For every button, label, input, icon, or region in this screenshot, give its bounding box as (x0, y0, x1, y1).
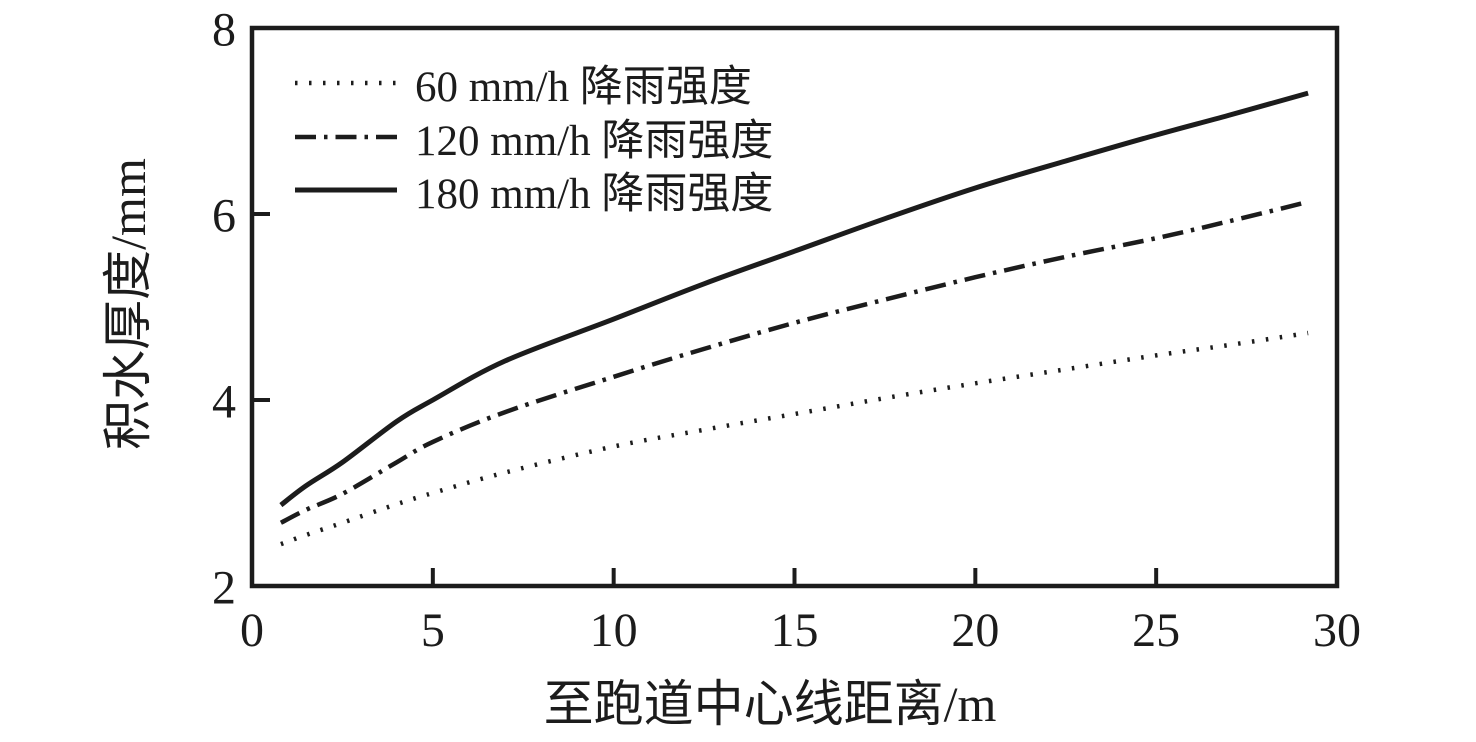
x-tick-label: 30 (1313, 604, 1361, 657)
x-tick-label: 20 (951, 604, 999, 657)
legend-label-180mmh: 180 mm/h 降雨强度 (415, 171, 774, 218)
x-tick-label: 0 (240, 604, 264, 657)
y-tick-label: 8 (212, 3, 236, 56)
y-axis-label: 积水厚度/mm (100, 158, 156, 450)
series-line-dashdot (279, 199, 1309, 525)
x-axis-label: 至跑道中心线距离/m (543, 676, 997, 732)
legend-label-60mmh: 60 mm/h 降雨强度 (415, 64, 752, 111)
y-tick-label: 6 (212, 189, 236, 242)
x-tick-label: 10 (590, 604, 638, 657)
x-tick-label: 5 (421, 604, 445, 657)
x-tick-label: 15 (771, 604, 819, 657)
x-tick-label: 25 (1132, 604, 1180, 657)
y-tick-label: 4 (212, 375, 236, 428)
y-tick-label: 2 (212, 561, 236, 614)
series-line-solid (279, 90, 1309, 508)
legend-label-120mmh: 120 mm/h 降雨强度 (415, 118, 774, 165)
